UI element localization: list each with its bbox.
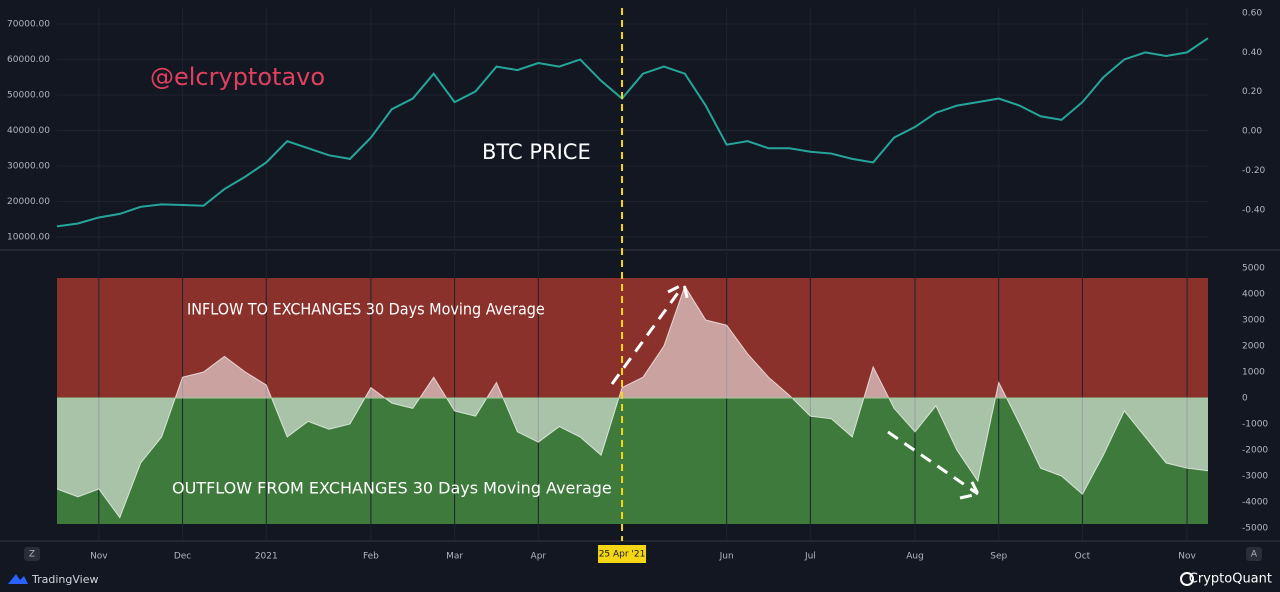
price-line bbox=[56, 37, 1209, 228]
down-arrow bbox=[887, 430, 981, 500]
y-tick-label: 0 bbox=[1242, 393, 1248, 403]
y-tick-label: 30000.00 bbox=[7, 161, 50, 171]
footer-left: TradingView bbox=[31, 573, 98, 586]
y-tick-label: 40000.00 bbox=[7, 126, 50, 136]
y2-tick-label: -0.20 bbox=[1242, 166, 1266, 176]
y-tick-label: 2000 bbox=[1242, 342, 1265, 352]
x-tick-label: Nov bbox=[1178, 552, 1196, 562]
y-tick-label: 4000 bbox=[1242, 290, 1265, 300]
highlight-tag bbox=[598, 545, 647, 563]
x-tick-label: Feb bbox=[363, 552, 379, 562]
y-tick-label: 60000.00 bbox=[7, 55, 50, 65]
y-tick-label: 1000 bbox=[1242, 368, 1265, 378]
y-tick-label: 50000.00 bbox=[7, 90, 50, 100]
x-tick-label: Dec bbox=[174, 552, 191, 562]
x-tick-label: Nov bbox=[90, 552, 108, 562]
button-label[interactable]: A bbox=[1251, 550, 1258, 560]
logo bbox=[8, 574, 28, 584]
x-tick-label: Oct bbox=[1075, 552, 1091, 562]
y2-tick-label: 0.40 bbox=[1242, 48, 1262, 58]
y-tick-label: -4000 bbox=[1242, 497, 1268, 507]
netflow-line bbox=[56, 285, 1209, 519]
inflow-label: INFLOW TO EXCHANGES 30 Days Moving Avera… bbox=[187, 300, 545, 319]
y-tick-label: 10000.00 bbox=[7, 232, 50, 242]
y-tick-label: 5000 bbox=[1242, 264, 1265, 274]
x-tick-label: Aug bbox=[906, 552, 924, 562]
y-tick-label: -1000 bbox=[1242, 419, 1268, 429]
y-tick-label: 20000.00 bbox=[7, 197, 50, 207]
chart-title: BTC PRICE bbox=[482, 140, 591, 164]
up-arrow bbox=[610, 281, 690, 385]
annotation-arrows bbox=[610, 281, 981, 500]
y-tick-label: -5000 bbox=[1242, 523, 1268, 533]
footer-right: CryptoQuant bbox=[1189, 572, 1272, 587]
button-label[interactable]: Z bbox=[29, 550, 35, 560]
area-fill bbox=[57, 286, 1208, 518]
y-tick-label: -2000 bbox=[1242, 445, 1268, 455]
y-tick-label: 3000 bbox=[1242, 316, 1265, 326]
outflow-label: OUTFLOW FROM EXCHANGES 30 Days Moving Av… bbox=[172, 479, 612, 498]
x-tick-label: Apr bbox=[531, 552, 547, 562]
outflow-band bbox=[57, 398, 1208, 524]
x-tick-label: Jul bbox=[804, 552, 816, 562]
x-tick-label: Sep bbox=[990, 552, 1007, 562]
y-tick-label: -3000 bbox=[1242, 471, 1268, 481]
y2-tick-label: 0.60 bbox=[1242, 8, 1262, 18]
button[interactable] bbox=[24, 547, 40, 561]
y2-tick-label: 0.00 bbox=[1242, 127, 1262, 137]
x-tick-label: 2021 bbox=[255, 552, 278, 562]
x-tick-label: Mar bbox=[446, 552, 463, 562]
x-tick-label: 25 Apr '21 bbox=[599, 550, 646, 560]
watermark: @elcryptotavo bbox=[150, 63, 325, 91]
y2-tick-label: -0.40 bbox=[1242, 205, 1266, 215]
button[interactable] bbox=[1246, 547, 1262, 561]
x-tick-label: Jun bbox=[719, 552, 734, 562]
y-tick-label: 70000.00 bbox=[7, 19, 50, 29]
y2-tick-label: 0.20 bbox=[1242, 87, 1262, 97]
logo bbox=[1180, 572, 1194, 586]
